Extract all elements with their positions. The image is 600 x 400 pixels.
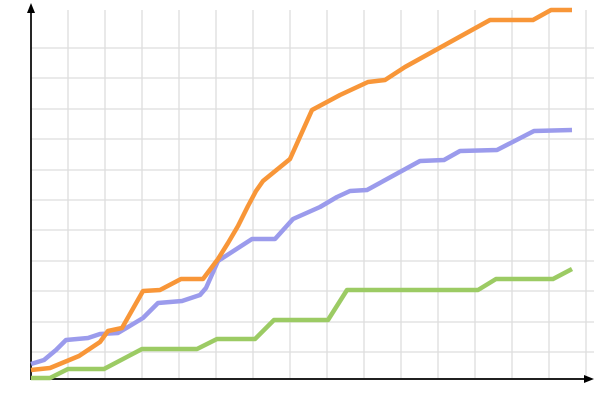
y-axis-arrow-icon [27, 3, 35, 13]
series-layer [30, 7, 574, 381]
x-axis-arrow-icon [584, 375, 594, 383]
green-series-line [31, 267, 574, 381]
axis-layer [27, 3, 594, 383]
purple-series-line [30, 127, 573, 367]
orange-series-line [30, 7, 572, 373]
